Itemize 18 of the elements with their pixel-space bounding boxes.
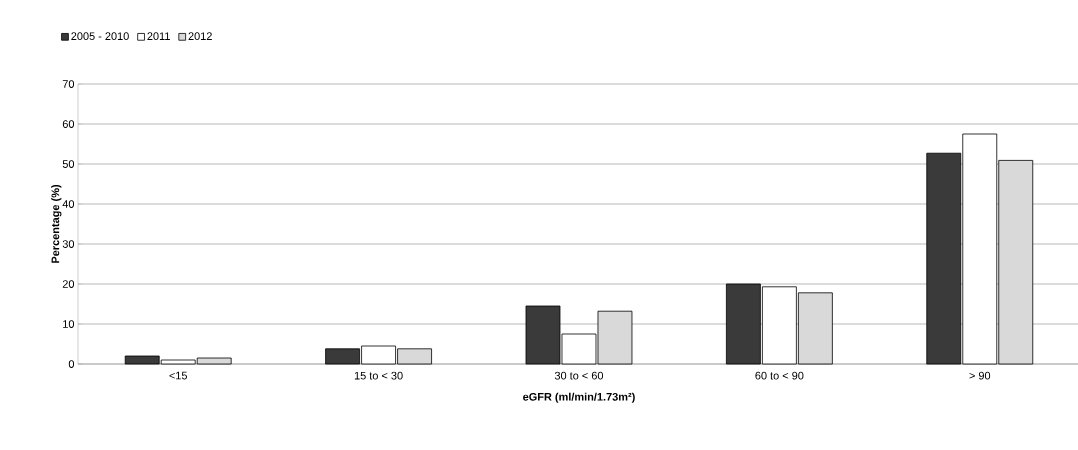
x-tick-label: 60 to < 90 [755, 371, 804, 380]
x-axis-title: eGFR (ml/min/1.73m²) [523, 392, 635, 403]
legend-label: 2005 - 2010 [71, 32, 129, 41]
y-tick-label: 50 [62, 160, 75, 168]
legend-label: 2012 [188, 32, 212, 41]
x-tick-label: 30 to < 60 [554, 371, 604, 380]
y-tick-label: 40 [62, 200, 75, 208]
legend-label: 2011 [147, 32, 170, 41]
x-tick-label: <15 [169, 371, 188, 380]
y-axis-title: Percentage (%) [51, 184, 62, 263]
y-tick-label: 70 [62, 80, 75, 88]
y-tick-label: 10 [63, 320, 75, 328]
x-tick-label: 15 to < 30 [354, 371, 403, 380]
y-tick-label: 60 [62, 120, 75, 128]
y-tick-label: 20 [62, 280, 75, 288]
y-tick-label: 30 [62, 240, 75, 248]
y-tick-label: 0 [68, 360, 75, 368]
x-tick-label: > 90 [969, 371, 991, 380]
